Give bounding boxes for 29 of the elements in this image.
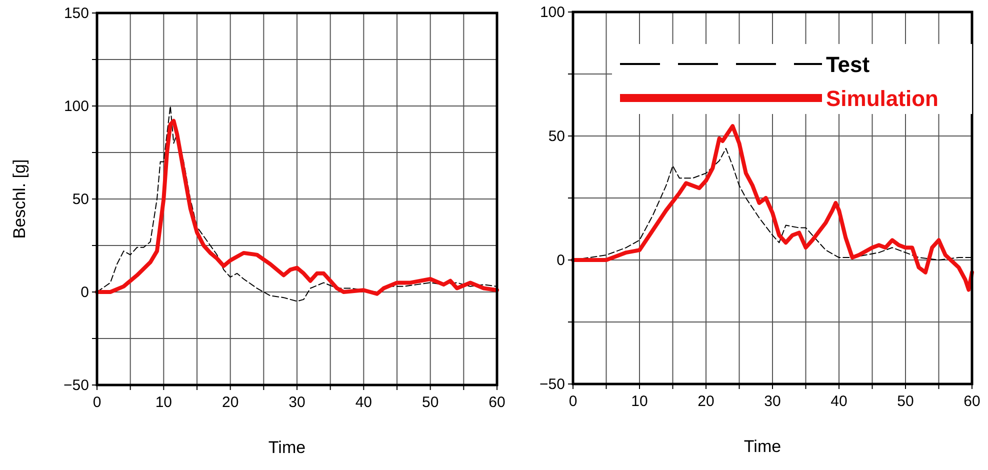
y-tick-label: 0	[556, 252, 565, 269]
y-tick-label: 0	[80, 284, 89, 301]
x-tick-label: 60	[964, 393, 980, 410]
x-tick-label: 0	[568, 393, 578, 410]
y-tick-label: 50	[548, 128, 565, 145]
x-axis-title: Time	[268, 438, 306, 457]
x-tick-label: 20	[698, 393, 714, 410]
text: Test	[826, 52, 870, 77]
x-tick-label: 10	[155, 394, 172, 411]
x-tick-label: 50	[897, 393, 914, 410]
x-tick-label: 30	[764, 393, 781, 410]
y-tick-label: 50	[72, 191, 89, 208]
x-tick-label: 0	[92, 394, 102, 411]
x-axis-title: Time	[744, 437, 782, 456]
text: Simulation	[826, 86, 938, 111]
y-tick-label: −50	[540, 376, 565, 393]
x-tick-label: 60	[488, 394, 506, 411]
line-series	[571, 124, 974, 292]
y-tick-label: 150	[64, 5, 89, 22]
x-tick-label: 20	[222, 394, 239, 411]
x-tick-label: 30	[288, 394, 306, 411]
y-axis-title: Beschl. [g]	[10, 159, 29, 239]
x-tick-label: 10	[631, 393, 648, 410]
y-tick-label: −50	[64, 377, 89, 394]
x-tick-label: 40	[830, 393, 848, 410]
y-tick-label: 100	[64, 98, 89, 115]
x-tick-label: 40	[355, 394, 372, 411]
x-tick-label: 50	[422, 394, 439, 411]
y-tick-label: 100	[540, 4, 565, 21]
